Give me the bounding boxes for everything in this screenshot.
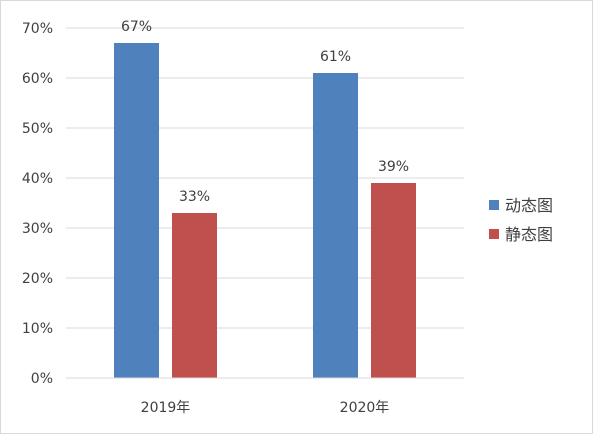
data-label: 39%: [378, 159, 409, 175]
y-tick-label: 70%: [22, 21, 53, 37]
y-tick-label: 50%: [22, 121, 53, 137]
data-labels: 67% 33% 61% 39%: [121, 19, 409, 205]
x-axis: 2019年 2020年: [66, 377, 464, 416]
data-label: 61%: [320, 49, 351, 65]
y-tick-label: 20%: [22, 271, 53, 287]
y-tick-label: 0%: [31, 371, 53, 387]
bar-static-1: [371, 183, 416, 378]
legend-label: 动态图: [505, 196, 553, 215]
y-tick-label: 40%: [22, 171, 53, 187]
x-tick-label: 2020年: [340, 400, 390, 416]
bar-dynamic-1: [313, 73, 358, 378]
y-axis: 0% 10% 20% 30% 40% 50% 60% 70%: [22, 21, 53, 387]
bar-dynamic-0: [114, 43, 159, 378]
data-label: 33%: [179, 189, 210, 205]
y-tick-label: 10%: [22, 321, 53, 337]
bar-static-0: [172, 213, 217, 378]
data-label: 67%: [121, 19, 152, 35]
legend-swatch: [489, 200, 499, 210]
y-tick-label: 60%: [22, 71, 53, 87]
legend-label: 静态图: [505, 225, 553, 244]
bars: [114, 43, 416, 378]
x-tick-label: 2019年: [141, 400, 191, 416]
y-tick-label: 30%: [22, 221, 53, 237]
legend-swatch: [489, 229, 499, 239]
